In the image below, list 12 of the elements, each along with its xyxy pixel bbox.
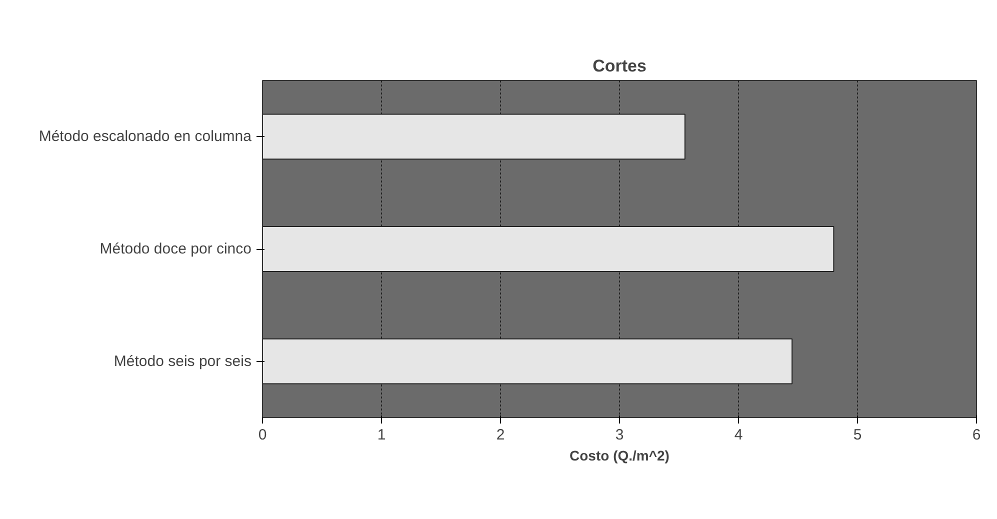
x-tick-label: 5 — [853, 426, 862, 444]
chart-title: Cortes — [592, 56, 646, 76]
x-tick-label: 2 — [496, 426, 505, 444]
x-axis-title: Costo (Q./m^2) — [570, 448, 670, 464]
x-tick-label: 3 — [615, 426, 624, 444]
y-tick-label: Método doce por cinco — [100, 240, 252, 258]
y-tick-label: Método escalonado en columna — [38, 128, 252, 146]
y-tick-label: Método seis por seis — [114, 352, 252, 370]
x-tick-label: 1 — [377, 426, 386, 444]
x-tick-label: 0 — [258, 426, 267, 444]
x-tick-label: 4 — [734, 426, 743, 444]
x-tick-label: 6 — [972, 426, 981, 444]
